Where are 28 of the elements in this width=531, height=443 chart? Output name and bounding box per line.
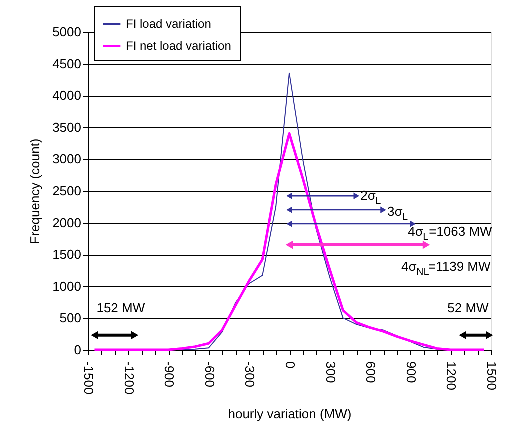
x-tick-label: 1500 (484, 362, 500, 390)
x-tick-label: -600 (202, 362, 218, 388)
x-tick-label: 1200 (444, 362, 460, 390)
y-tick-label: 1500 (52, 247, 82, 262)
y-tick-label: 2500 (52, 184, 82, 198)
annotation: 152 MW (96, 300, 146, 316)
y-tick-label: 5000 (52, 24, 82, 40)
x-tick-label: 300 (323, 362, 338, 384)
x-tick-label: -300 (242, 362, 258, 388)
y-tick-label: 4000 (52, 88, 82, 104)
y-axis-title: Frequency (count) (28, 138, 43, 244)
x-tick-label: 0 (283, 362, 298, 369)
y-tick-label: 3000 (52, 152, 82, 167)
annotation: 52 MW (448, 300, 490, 316)
x-axis-title: hourly variation (MW) (228, 406, 352, 422)
x-tick-label: 600 (364, 362, 379, 384)
legend-label: FI load variation (126, 17, 212, 31)
y-tick-label: 0 (74, 342, 82, 358)
y-tick-label: 3500 (52, 120, 82, 135)
x-tick-label: -1200 (122, 362, 137, 395)
y-tick-label: 1000 (52, 278, 82, 294)
y-tick-label: 4500 (52, 56, 82, 72)
x-tick-label: -1500 (82, 362, 96, 395)
x-tick-label: -900 (162, 362, 178, 388)
y-tick-label: 2000 (52, 215, 82, 230)
x-tick-label: 900 (404, 362, 419, 384)
legend-label: FI net load variation (126, 39, 232, 53)
y-tick-label: 500 (60, 310, 82, 326)
